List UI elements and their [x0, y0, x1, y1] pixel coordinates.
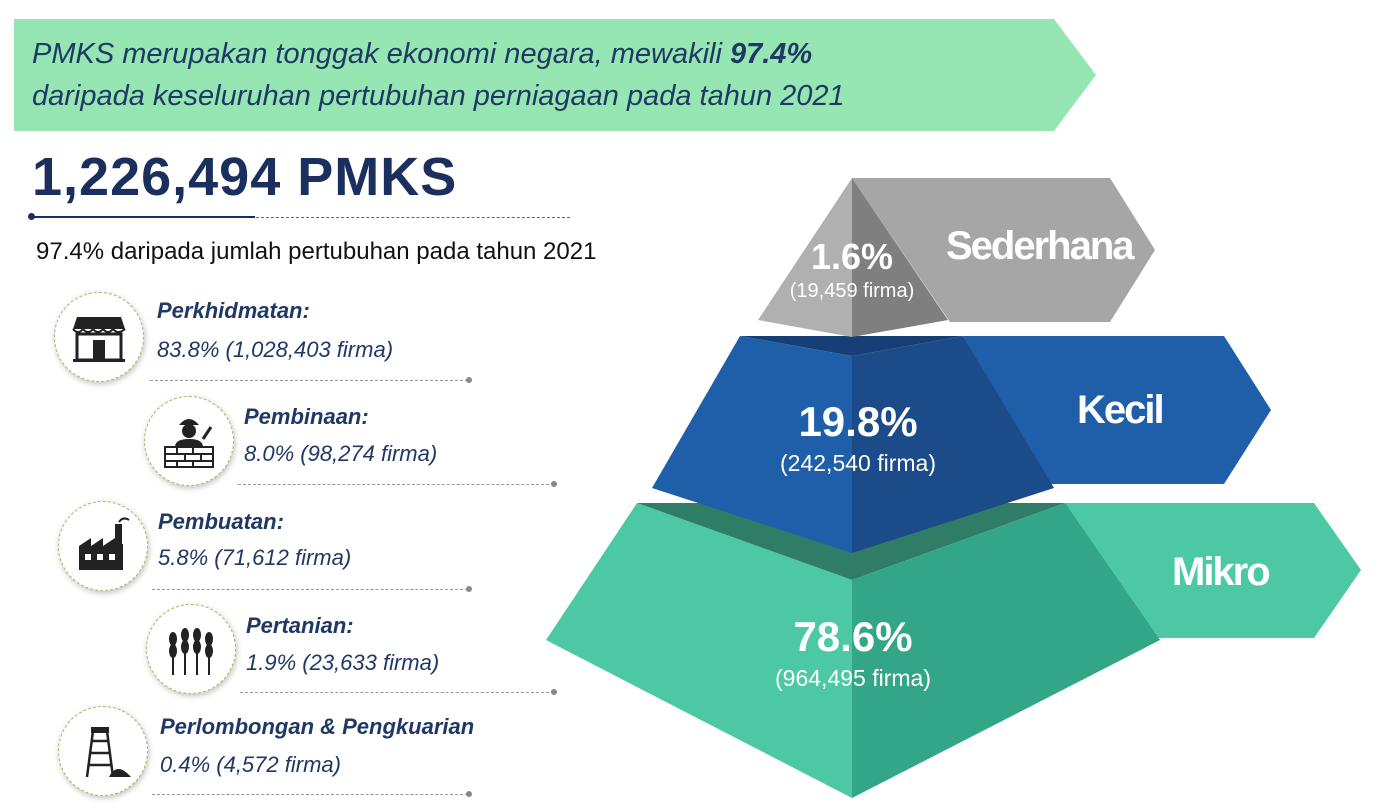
- sector-value: 5.8% (71,612 firma): [158, 545, 352, 570]
- sector-divider-dot: [466, 586, 472, 592]
- sector-value: 8.0% (98,274 firma): [244, 441, 438, 466]
- wheat-icon: [146, 604, 236, 694]
- tier-kecil-label: 19.8% (242,540 firma): [748, 398, 968, 477]
- construction-worker-icon: [144, 396, 234, 486]
- tier-count: (964,495 firma): [775, 665, 931, 691]
- tier-count: (19,459 firma): [789, 280, 915, 302]
- total-count: 1,226,494 PMKS: [32, 147, 458, 207]
- banner-arrow-shape: [14, 19, 1096, 131]
- mikro-front-right: [852, 503, 1160, 798]
- sector-divider-dot: [466, 791, 472, 797]
- tier-name-mikro: Mikro: [1172, 550, 1271, 594]
- sector-divider: [240, 692, 554, 693]
- sector-value: 83.8% (1,028,403 firma): [157, 337, 394, 362]
- sector-name: Perlombongan & Pengkuarian: [160, 714, 475, 739]
- sector-divider-dot: [551, 481, 557, 487]
- banner-text-end: daripada keseluruhan pertubuhan perniaga…: [32, 80, 845, 112]
- mine-icon: [58, 706, 148, 796]
- tier-percent: 19.8%: [798, 398, 918, 445]
- sector-divider: [152, 589, 468, 590]
- mikro-label-arrow: [1065, 503, 1361, 638]
- tier-name-kecil: Kecil: [1077, 388, 1165, 432]
- total-subtitle: 97.4% daripada jumlah pertubuhan pada ta…: [36, 238, 597, 265]
- mikro-front-left: [546, 503, 852, 798]
- sector-divider-dot: [551, 689, 557, 695]
- sederhana-label-arrow: [852, 178, 1155, 322]
- tier-percent: 78.6%: [793, 613, 913, 660]
- tier-count: (242,540 firma): [780, 450, 936, 476]
- tier-mikro-label: 78.6% (964,495 firma): [738, 613, 968, 692]
- kecil-front-left: [652, 336, 852, 553]
- sector-name: Pertanian:: [246, 613, 354, 638]
- sederhana-front-right: [852, 178, 948, 337]
- sector-divider: [152, 794, 468, 795]
- sector-divider: [238, 484, 554, 485]
- sector-name: Pembuatan:: [158, 509, 284, 534]
- tier-sederhana-label: 1.6% (19,459 firma): [772, 236, 932, 303]
- sector-divider: [150, 380, 468, 381]
- headline-banner: PMKS merupakan tonggak ekonomi negara, m…: [14, 19, 1096, 131]
- kecil-front-right: [852, 336, 1054, 553]
- factory-icon: [58, 501, 148, 591]
- sector-divider-dot: [466, 377, 472, 383]
- kecil-top-face: [740, 336, 963, 356]
- sector-value: 0.4% (4,572 firma): [160, 752, 341, 777]
- banner-text: PMKS merupakan tonggak ekonomi negara, m…: [32, 33, 1042, 117]
- tier-name-sederhana: Sederhana: [946, 224, 1135, 268]
- sector-value: 1.9% (23,633 firma): [246, 650, 440, 675]
- sederhana-front-left: [758, 178, 852, 337]
- total-divider-dot: [28, 213, 35, 220]
- shop-icon: [54, 292, 144, 382]
- total-divider-accent: [30, 216, 255, 218]
- sector-name: Pembinaan:: [244, 404, 369, 429]
- sector-name: Perkhidmatan:: [157, 298, 310, 323]
- total-divider: [30, 217, 570, 218]
- kecil-label-arrow: [963, 336, 1271, 484]
- banner-highlight: 97.4%: [729, 38, 813, 70]
- tier-percent: 1.6%: [810, 236, 894, 277]
- banner-text-start: PMKS merupakan tonggak ekonomi negara, m…: [32, 38, 730, 70]
